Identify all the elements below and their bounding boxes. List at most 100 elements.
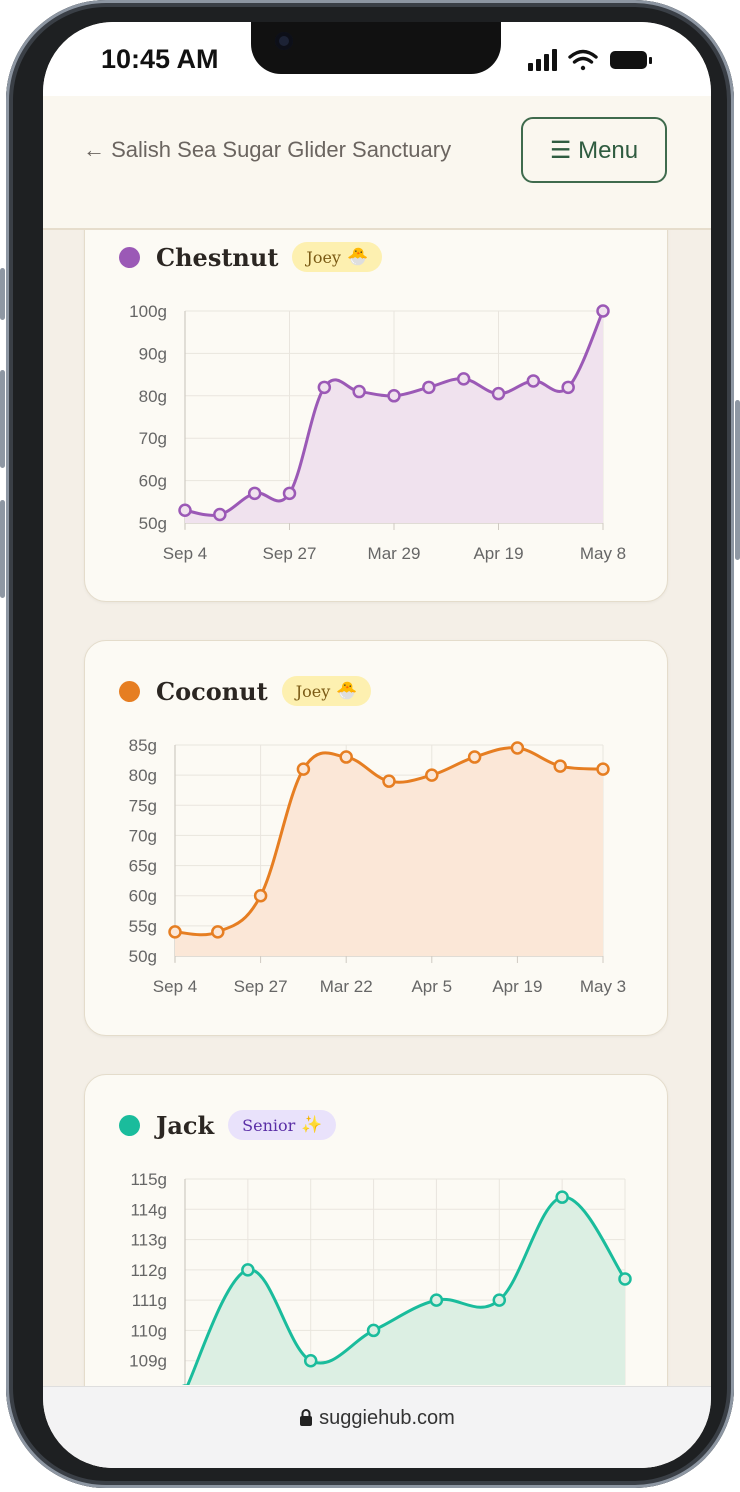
- y-tick-label: 100g: [129, 302, 167, 321]
- y-tick-label: 70g: [129, 826, 157, 845]
- url-text: suggiehub.com: [319, 1407, 455, 1429]
- status-time: 10:45 AM: [101, 44, 219, 74]
- data-point: [253, 888, 268, 903]
- y-tick-label: 75g: [129, 796, 157, 815]
- color-dot: [119, 680, 140, 702]
- y-tick-label: 113g: [130, 1231, 167, 1250]
- x-tick-label: May 3: [580, 977, 626, 996]
- data-point: [211, 925, 225, 939]
- y-tick-label: 111g: [132, 1291, 167, 1310]
- y-tick-label: 108g: [129, 1382, 167, 1401]
- status-icons: [528, 49, 652, 71]
- series-area: [187, 1197, 625, 1385]
- series-area: [185, 311, 603, 523]
- data-point: [425, 768, 439, 782]
- x-tick-label: May 8: [580, 544, 626, 563]
- main-content[interactable]: Chestnut Joey 🐣 100g 90g 80g 70g 60g 50g Sep 4…: [43, 22, 711, 1468]
- y-tick-label: 110g: [130, 1321, 167, 1340]
- data-point: [387, 389, 401, 403]
- glider-name: Chestnut: [156, 242, 279, 272]
- mute-switch: [0, 268, 5, 320]
- badge-label: Joey: [295, 681, 331, 701]
- signal-icon: [528, 49, 557, 71]
- y-tick-label: 50g: [129, 947, 157, 966]
- data-point: [561, 380, 575, 395]
- data-point: [247, 486, 262, 501]
- data-point: [241, 1263, 255, 1277]
- x-tick-label: Apr 19: [473, 544, 523, 563]
- chart-plot: 85g 80g 75g 70g 65g 60g 55g 50g Sep 4 Sep 27 Mar 2…: [129, 736, 627, 996]
- y-tick-label: 60g: [139, 472, 167, 491]
- data-point: [282, 486, 297, 501]
- color-dot: [119, 246, 140, 268]
- data-point: [555, 1190, 569, 1204]
- x-tick-label: Mar 29: [368, 544, 421, 563]
- y-tick-label: 60g: [129, 887, 157, 906]
- x-tick-label: Sep 27: [263, 544, 317, 563]
- y-tick-label: 114g: [130, 1200, 167, 1219]
- weight-chart[interactable]: 85g 80g 75g 70g 65g 60g 55g 50g Sep 4 Sep 27 Mar 2…: [85, 641, 669, 1037]
- x-tick-label: Mar 22: [320, 977, 373, 996]
- y-tick-label: 80g: [129, 766, 157, 785]
- data-point: [339, 750, 353, 764]
- lock-icon: [300, 1409, 313, 1426]
- y-tick-label: 90g: [139, 344, 167, 363]
- battery-icon: [610, 51, 652, 69]
- data-point: [492, 1293, 507, 1307]
- glider-card-chestnut: Chestnut Joey 🐣 100g 90g 80g 70g 60g 50g Sep 4…: [84, 206, 668, 602]
- badge-label: Senior: [242, 1115, 296, 1135]
- glider-name: Coconut: [156, 676, 268, 706]
- data-point: [596, 762, 610, 776]
- y-tick-label: 70g: [139, 429, 167, 448]
- series-area: [175, 747, 603, 956]
- phone-screen: 10:45 AM: [43, 22, 711, 1468]
- data-point: [553, 759, 567, 773]
- y-tick-label: 85g: [129, 736, 157, 755]
- data-point: [596, 304, 610, 318]
- data-point: [618, 1272, 632, 1286]
- x-tick-label: Sep 4: [153, 977, 197, 996]
- site-header: ← Salish Sea Sugar Glider Sanctuary ☰ Me…: [43, 96, 711, 230]
- wifi-icon: [568, 49, 598, 71]
- chart-plot: 115g 114g 113g 112g 111g 110g 109g 108g: [129, 1170, 632, 1401]
- age-badge: Senior ✨: [228, 1110, 337, 1140]
- glider-name: Jack: [156, 1110, 215, 1140]
- sparkle-star-icon: ✨: [301, 1115, 323, 1135]
- y-tick-label: 80g: [139, 387, 167, 406]
- url-display[interactable]: suggiehub.com: [43, 1407, 711, 1430]
- volume-down-button: [0, 500, 5, 598]
- weight-chart[interactable]: 115g 114g 113g 112g 111g 110g 109g 108g: [85, 1075, 669, 1468]
- data-point: [178, 503, 192, 518]
- data-point: [382, 774, 396, 788]
- data-point: [317, 380, 332, 395]
- color-dot: [119, 1114, 140, 1136]
- data-point: [491, 386, 506, 401]
- y-tick-label: 115g: [130, 1170, 167, 1189]
- glider-card-coconut: Coconut Joey 🐣 85g 80g 75g 70g 65g 60g 55g 50g S…: [84, 640, 668, 1036]
- age-badge: Joey 🐣: [292, 242, 383, 272]
- data-point: [168, 925, 182, 939]
- y-tick-label: 50g: [139, 514, 167, 533]
- data-point: [526, 374, 541, 388]
- data-point: [422, 380, 436, 395]
- x-tick-label: Sep 27: [234, 977, 288, 996]
- age-badge: Joey 🐣: [281, 676, 372, 706]
- browser-url-bar[interactable]: suggiehub.com: [43, 1386, 711, 1468]
- x-tick-label: Apr 5: [411, 977, 452, 996]
- front-camera: [275, 32, 293, 50]
- y-tick-label: 55g: [129, 917, 157, 936]
- y-tick-label: 112g: [130, 1261, 167, 1280]
- data-point: [366, 1323, 381, 1338]
- data-point: [510, 741, 525, 755]
- data-point: [429, 1293, 444, 1307]
- data-point: [456, 372, 471, 386]
- x-tick-label: Sep 4: [163, 544, 207, 563]
- menu-button[interactable]: ☰ Menu: [521, 117, 667, 183]
- volume-up-button: [0, 370, 5, 468]
- y-tick-label: 65g: [129, 857, 157, 876]
- weight-chart[interactable]: 100g 90g 80g 70g 60g 50g Sep 4 Sep 27 Mar 29 Apr …: [85, 207, 669, 603]
- hatching-chick-icon: 🐣: [336, 681, 358, 701]
- back-link[interactable]: ← Salish Sea Sugar Glider Sanctuary: [83, 137, 452, 162]
- data-point: [467, 750, 482, 764]
